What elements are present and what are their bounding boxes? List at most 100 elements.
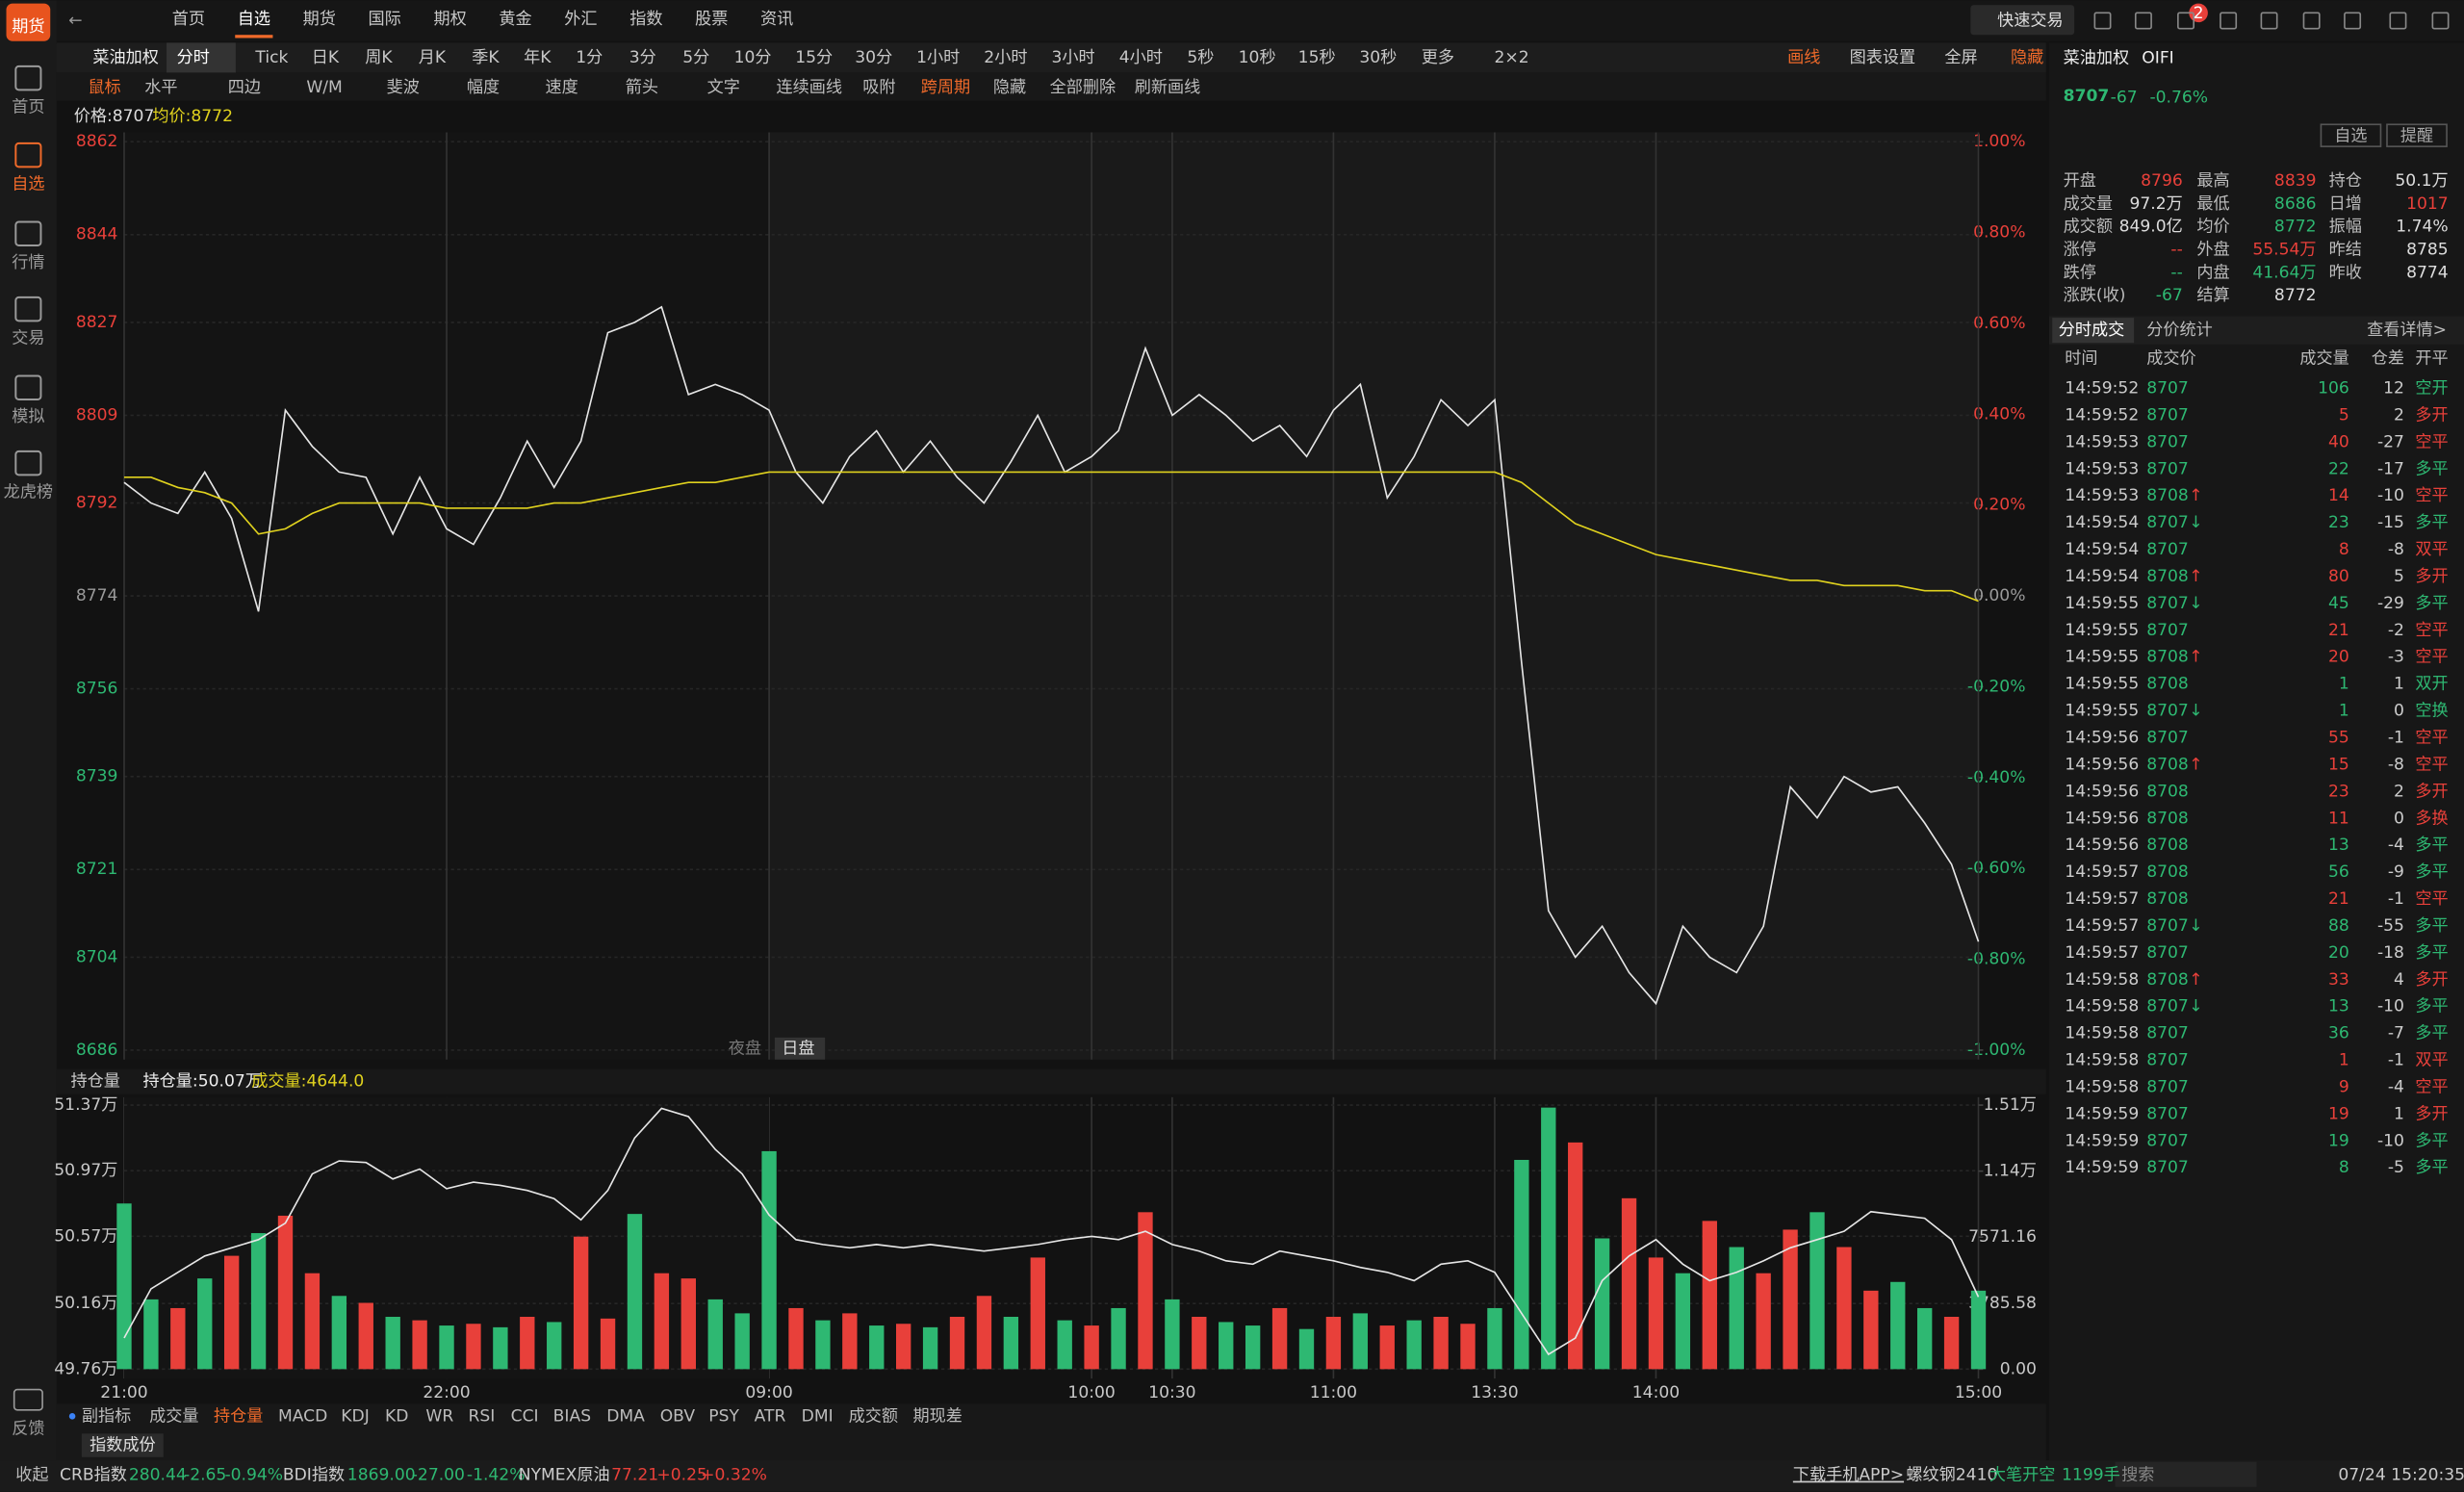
draw-tool[interactable]: 全部删除 xyxy=(1050,78,1116,97)
window-icon[interactable] xyxy=(2093,12,2112,30)
indicator-tab[interactable]: RSI xyxy=(469,1406,496,1426)
sidebar-icon[interactable] xyxy=(14,141,42,168)
draw-tool[interactable]: 斐波 xyxy=(387,78,420,97)
indicator-tab[interactable]: 成交额 xyxy=(849,1406,898,1426)
draw-tool[interactable]: W/M xyxy=(306,78,342,97)
indicator-tab[interactable]: ATR xyxy=(755,1406,786,1426)
window-icon[interactable] xyxy=(2177,12,2194,30)
window-icon[interactable] xyxy=(2302,12,2321,30)
trade-tab[interactable]: 分价统计 xyxy=(2146,321,2213,340)
sub-tab[interactable]: 指数成份 xyxy=(90,1436,155,1455)
symbol[interactable]: 菜油加权 xyxy=(92,48,158,67)
nav-item[interactable]: 期权 xyxy=(433,10,466,29)
period[interactable]: 10分 xyxy=(734,48,772,67)
quick-trade-button[interactable] xyxy=(1970,5,2075,36)
nav-item[interactable]: 资讯 xyxy=(760,10,793,29)
indicator-tab[interactable]: WR xyxy=(425,1406,453,1426)
sidebar-item[interactable]: 首页 xyxy=(12,97,44,116)
nav-item[interactable]: 首页 xyxy=(172,10,205,29)
quote-button[interactable] xyxy=(2320,123,2382,147)
indicator-tab[interactable]: KDJ xyxy=(341,1406,369,1426)
period[interactable]: 3小时 xyxy=(1052,48,1095,67)
quote-button-label[interactable]: 自选 xyxy=(2334,127,2367,146)
quick-trade[interactable]: 快速交易 xyxy=(1997,12,2064,31)
indicator-tab[interactable]: CCI xyxy=(511,1406,539,1426)
detail-link[interactable]: 查看详情> xyxy=(2367,321,2447,340)
window-icon[interactable] xyxy=(2389,12,2407,30)
draw-tool[interactable]: 水平 xyxy=(144,78,177,97)
indicator-tab[interactable]: DMI xyxy=(802,1406,834,1426)
period[interactable]: 季K xyxy=(472,48,500,67)
window-icon[interactable] xyxy=(2220,12,2238,30)
sidebar-item[interactable]: 交易 xyxy=(12,328,44,347)
draw-tool[interactable]: 幅度 xyxy=(467,78,500,97)
period[interactable]: 30分 xyxy=(855,48,892,67)
period[interactable]: 2×2 xyxy=(1495,48,1529,67)
quote-button[interactable] xyxy=(2386,123,2448,147)
draw-tool[interactable]: 速度 xyxy=(546,78,578,97)
feedback-icon[interactable] xyxy=(13,1388,43,1411)
window-icon[interactable] xyxy=(2431,12,2450,30)
period[interactable]: 1小时 xyxy=(916,48,960,67)
nav-item[interactable]: 期货 xyxy=(303,10,336,29)
draw-tool[interactable]: 跨周期 xyxy=(921,78,970,97)
app-link[interactable]: 下载手机APP> xyxy=(1793,1466,1904,1485)
indicator-tab[interactable]: DMA xyxy=(606,1406,645,1426)
indicator-tab[interactable]: 副指标 xyxy=(82,1406,131,1426)
period[interactable]: 1分 xyxy=(576,48,603,67)
nav-item[interactable]: 指数 xyxy=(629,10,662,29)
trade-tab[interactable]: 分时成交 xyxy=(2059,321,2125,340)
period[interactable]: 30秒 xyxy=(1359,48,1397,67)
period[interactable]: 3分 xyxy=(629,48,656,67)
period[interactable]: 更多 xyxy=(1422,48,1454,67)
nav-item[interactable]: 国际 xyxy=(369,10,401,29)
nav-item[interactable]: 自选 xyxy=(238,10,270,29)
indicator-select[interactable]: 持仓量 xyxy=(70,1072,119,1092)
draw-tool[interactable]: 四边 xyxy=(228,78,261,97)
period[interactable]: 15分 xyxy=(795,48,833,67)
period[interactable]: 月K xyxy=(419,48,447,67)
period[interactable]: 年K xyxy=(524,48,552,67)
search[interactable]: 搜索 xyxy=(2121,1466,2154,1485)
indicator-tab[interactable]: 持仓量 xyxy=(214,1406,263,1426)
sidebar-item[interactable]: 龙虎榜 xyxy=(4,482,53,502)
sidebar-icon[interactable] xyxy=(14,450,42,476)
session-label[interactable]: 日盘 xyxy=(782,1039,814,1058)
sidebar-item[interactable]: 行情 xyxy=(12,253,44,272)
sidebar-item[interactable]: 自选 xyxy=(12,174,44,193)
logo[interactable] xyxy=(6,3,51,41)
indicator-tab[interactable]: BIAS xyxy=(553,1406,591,1426)
window-icon[interactable] xyxy=(2344,12,2362,30)
period[interactable]: 周K xyxy=(365,48,393,67)
draw-tool[interactable]: 箭头 xyxy=(626,78,658,97)
window-icon[interactable] xyxy=(2134,12,2152,30)
indicator-tab[interactable]: PSY xyxy=(708,1406,739,1426)
sidebar-icon[interactable] xyxy=(14,374,42,400)
sidebar-icon[interactable] xyxy=(14,220,42,246)
period[interactable]: 4小时 xyxy=(1119,48,1163,67)
toolbar-button[interactable]: 全屏 xyxy=(1944,48,1977,67)
nav-item[interactable]: 外汇 xyxy=(564,10,597,29)
period[interactable]: 5分 xyxy=(682,48,709,67)
period[interactable]: 分时 xyxy=(177,48,210,67)
period[interactable]: 15秒 xyxy=(1298,48,1336,67)
window-icon[interactable] xyxy=(2260,12,2278,30)
period[interactable]: 2小时 xyxy=(984,48,1027,67)
sidebar-icon[interactable] xyxy=(14,64,42,91)
collapse[interactable]: 收起 xyxy=(15,1466,48,1485)
indicator-tab[interactable]: 期现差 xyxy=(913,1406,962,1426)
draw-tool[interactable]: 连续画线 xyxy=(777,78,843,97)
period[interactable]: Tick xyxy=(254,48,288,67)
session-label[interactable]: 夜盘 xyxy=(729,1039,761,1058)
quote-button-label[interactable]: 提醒 xyxy=(2400,127,2433,146)
draw-tool[interactable]: 文字 xyxy=(707,78,740,97)
sidebar-icon[interactable] xyxy=(14,296,42,322)
draw-tool[interactable]: 吸附 xyxy=(862,78,895,97)
indicator-tab[interactable]: KD xyxy=(385,1406,408,1426)
toolbar-button[interactable]: 隐藏 xyxy=(2011,48,2043,67)
nav-item[interactable]: 黄金 xyxy=(499,10,531,29)
search-box[interactable] xyxy=(2115,1461,2257,1487)
period[interactable]: 10秒 xyxy=(1239,48,1276,67)
period[interactable]: 5秒 xyxy=(1187,48,1214,67)
indicator-tab[interactable]: MACD xyxy=(278,1406,327,1426)
